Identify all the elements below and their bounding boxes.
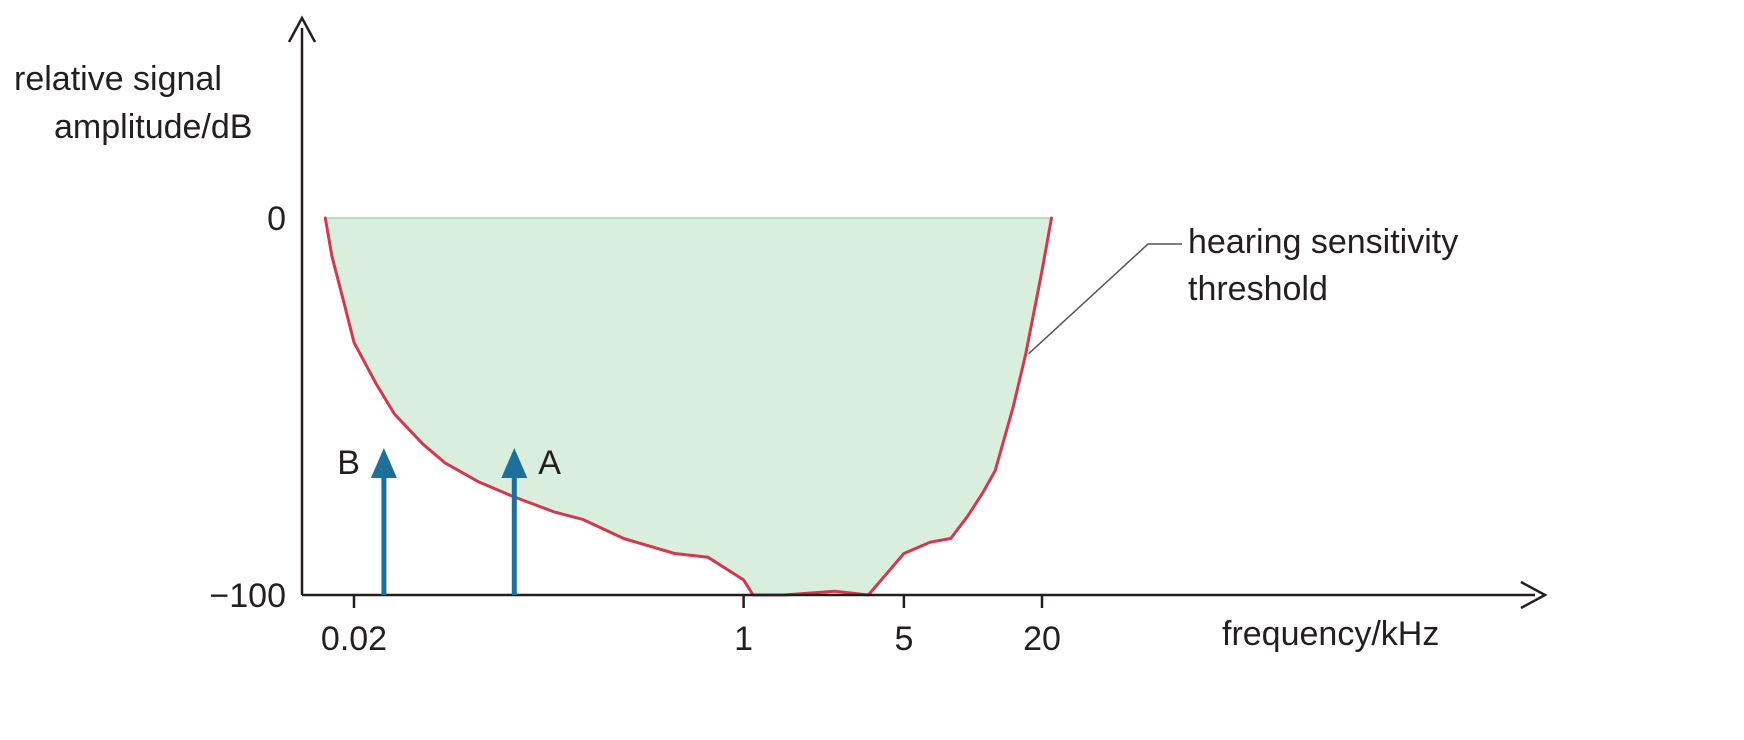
- arrow-head: [371, 448, 397, 478]
- x-tick-label: 0.02: [321, 620, 387, 658]
- plot-area: [325, 218, 1051, 595]
- y-tick-label: −100: [209, 577, 286, 615]
- arrow-label-b: B: [337, 444, 360, 482]
- x-tick-label: 1: [734, 620, 753, 658]
- y-axis-label-line-1: relative signal: [14, 60, 222, 98]
- x-tick-label: 20: [1023, 620, 1061, 658]
- curve-label-line-2: threshold: [1188, 270, 1328, 308]
- x-axis-label: frequency/kHz: [1222, 615, 1439, 653]
- y-tick-label: 0: [267, 200, 286, 238]
- x-tick-label: 5: [894, 620, 913, 658]
- curve-label-leader-line: [1029, 244, 1182, 354]
- curve-label-line-1: hearing sensitivity: [1188, 223, 1458, 261]
- arrow-label-a: A: [538, 444, 561, 482]
- y-axis-label-line-2: amplitude/dB: [54, 108, 252, 146]
